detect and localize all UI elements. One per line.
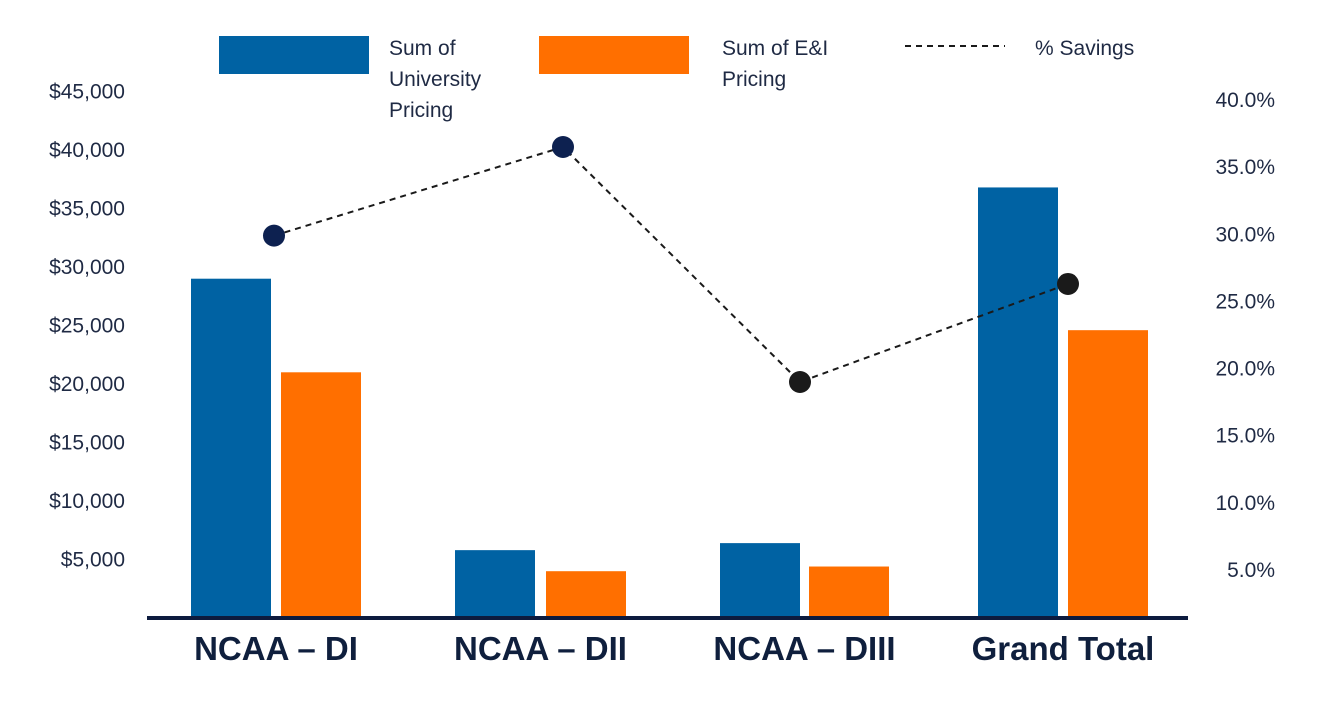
legend-swatch-ei (539, 36, 689, 74)
legend-label-ei: Pricing (722, 68, 786, 91)
savings-line (263, 136, 1079, 393)
legend-label-university: University (389, 68, 482, 91)
left-axis-tick-label: $30,000 (49, 256, 125, 279)
left-axis-tick-label: $25,000 (49, 315, 125, 338)
left-axis-tick-label: $10,000 (49, 490, 125, 513)
category-label: NCAA – DIII (713, 630, 895, 667)
left-axis-tick-label: $15,000 (49, 432, 125, 455)
legend-label-savings: % Savings (1035, 37, 1134, 60)
left-axis-tick-label: $20,000 (49, 373, 125, 396)
right-axis-tick-label: 15.0% (1215, 425, 1275, 448)
bar-university-pricing (720, 543, 800, 618)
left-axis-tick-label: $35,000 (49, 198, 125, 221)
bar-university-pricing (191, 278, 271, 618)
bar-ei-pricing (809, 566, 889, 618)
right-axis-tick-label: 30.0% (1215, 223, 1275, 246)
right-axis-tick-label: 35.0% (1215, 156, 1275, 179)
right-axis-tick-label: 20.0% (1215, 358, 1275, 381)
right-axis-tick-label: 5.0% (1227, 559, 1275, 582)
left-axis-tick-label: $40,000 (49, 139, 125, 162)
category-labels: NCAA – DI NCAA – DII NCAA – DIII Grand Tota… (194, 630, 1154, 667)
bar-university-pricing (455, 550, 535, 618)
category-label: NCAA – DII (454, 630, 627, 667)
left-axis-tick-label: $5,000 (61, 549, 125, 572)
category-label: NCAA – DI (194, 630, 358, 667)
bar-ei-pricing (546, 571, 626, 618)
legend-label-university: Pricing (389, 99, 453, 122)
bars (191, 187, 1148, 618)
savings-point (552, 136, 574, 158)
legend-label-university: Sum of (389, 37, 456, 60)
savings-line-path (273, 145, 1069, 384)
right-axis: 5.0% 10.0% 15.0% 20.0% 25.0% 30.0% 35.0% 40.0% (1215, 89, 1275, 582)
bar-university-pricing (978, 187, 1058, 618)
left-axis-tick-label: $45,000 (49, 81, 125, 104)
category-label: Grand Total (972, 630, 1155, 667)
right-axis-tick-label: 40.0% (1215, 89, 1275, 112)
legend-swatch-university (219, 36, 369, 74)
legend-label-ei: Sum of E&I (722, 37, 828, 60)
right-axis-tick-label: 10.0% (1215, 492, 1275, 515)
left-axis: $5,000 $10,000 $15,000 $20,000 $25,000 $30,00… (49, 81, 125, 572)
bar-ei-pricing (1068, 330, 1148, 618)
right-axis-tick-label: 25.0% (1215, 290, 1275, 313)
savings-point (1057, 272, 1079, 295)
savings-point (789, 371, 811, 393)
bar-ei-pricing (281, 372, 361, 618)
legend: Sum of University Pricing Sum of E&I Pricing… (219, 36, 1134, 122)
savings-point (263, 224, 285, 247)
